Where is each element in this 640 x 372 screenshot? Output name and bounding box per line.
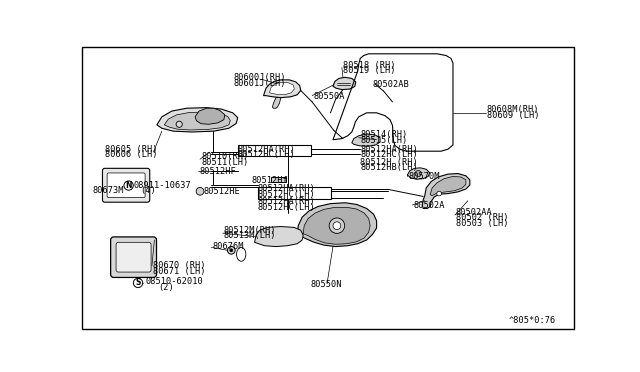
Text: 80502AA: 80502AA <box>456 208 493 217</box>
Circle shape <box>415 170 421 177</box>
Text: 80512HC(LH): 80512HC(LH) <box>237 150 296 160</box>
Text: 80550A: 80550A <box>313 92 344 101</box>
Polygon shape <box>422 173 470 208</box>
Text: 80512HC(LH): 80512HC(LH) <box>257 203 316 212</box>
Circle shape <box>124 181 133 190</box>
FancyBboxPatch shape <box>111 237 157 278</box>
Text: 80502AB: 80502AB <box>372 80 410 89</box>
Circle shape <box>133 278 143 288</box>
Polygon shape <box>303 207 370 244</box>
Circle shape <box>196 187 204 195</box>
Text: 80503 (LH): 80503 (LH) <box>456 219 508 228</box>
Text: 80510(RH): 80510(RH) <box>202 152 249 161</box>
Circle shape <box>230 249 233 252</box>
Circle shape <box>227 247 235 254</box>
Text: 80671 (LH): 80671 (LH) <box>154 267 206 276</box>
Text: 80601J(LH): 80601J(LH) <box>234 79 286 88</box>
Text: 80670 (RH): 80670 (RH) <box>154 261 206 270</box>
FancyBboxPatch shape <box>116 242 151 272</box>
Text: 80512Hf: 80512Hf <box>251 176 288 185</box>
Polygon shape <box>333 77 356 90</box>
Text: (2): (2) <box>158 283 174 292</box>
Polygon shape <box>408 168 429 179</box>
Text: (4): (4) <box>141 186 156 195</box>
Text: 80570M: 80570M <box>408 172 440 181</box>
Text: S: S <box>135 279 141 288</box>
Text: 80512HC(LH): 80512HC(LH) <box>360 150 418 160</box>
FancyBboxPatch shape <box>102 168 150 202</box>
Polygon shape <box>195 108 225 124</box>
Text: 80609 (LH): 80609 (LH) <box>486 111 540 120</box>
Polygon shape <box>255 227 303 247</box>
Text: 80511(LH): 80511(LH) <box>202 158 249 167</box>
Bar <box>257 187 331 199</box>
Text: 80600J(RH): 80600J(RH) <box>234 73 286 82</box>
Text: 80514(RH): 80514(RH) <box>360 130 408 140</box>
FancyBboxPatch shape <box>107 173 145 198</box>
Text: 80512HA(RH): 80512HA(RH) <box>237 145 296 154</box>
Text: 80608M(RH): 80608M(RH) <box>486 105 540 115</box>
Text: 80512H (RH): 80512H (RH) <box>360 158 418 167</box>
Text: 80502 (RH): 80502 (RH) <box>456 214 508 222</box>
Polygon shape <box>269 83 294 95</box>
Text: 80550N: 80550N <box>310 280 342 289</box>
Circle shape <box>176 121 182 127</box>
Text: 80518 (RH): 80518 (RH) <box>343 61 396 70</box>
Text: 80513M(LH): 80513M(LH) <box>224 231 276 240</box>
Text: 80673M: 80673M <box>92 186 124 195</box>
Text: 08911-10637: 08911-10637 <box>134 181 191 190</box>
Circle shape <box>329 218 345 233</box>
Text: 08510-62010: 08510-62010 <box>146 277 204 286</box>
Text: 80606 (LH): 80606 (LH) <box>105 150 157 160</box>
Text: 80605 (RH): 80605 (RH) <box>105 145 157 154</box>
Text: N: N <box>125 181 132 190</box>
Text: 80512M(RH): 80512M(RH) <box>224 226 276 235</box>
Text: 80512HA(RH): 80512HA(RH) <box>257 197 316 206</box>
Polygon shape <box>164 112 230 130</box>
Text: ^805*0:76: ^805*0:76 <box>509 316 556 325</box>
Text: 80512HC(LH): 80512HC(LH) <box>257 190 316 199</box>
Text: 80512HA(RH): 80512HA(RH) <box>360 145 418 154</box>
Circle shape <box>436 191 442 196</box>
Text: 80512HB(LH): 80512HB(LH) <box>360 163 418 172</box>
Polygon shape <box>264 80 301 97</box>
Polygon shape <box>297 203 376 247</box>
Polygon shape <box>157 108 237 132</box>
Polygon shape <box>273 97 281 108</box>
Text: 80676M: 80676M <box>213 242 244 251</box>
Polygon shape <box>352 134 380 146</box>
Text: 80502A: 80502A <box>413 201 445 210</box>
Circle shape <box>333 222 341 230</box>
Bar <box>271 177 286 182</box>
Text: 80512HF: 80512HF <box>199 167 236 176</box>
Text: 80519 (LH): 80519 (LH) <box>343 67 396 76</box>
Ellipse shape <box>237 247 246 261</box>
Text: 80512HE: 80512HE <box>203 187 240 196</box>
Polygon shape <box>430 176 466 196</box>
Text: 80515(LH): 80515(LH) <box>360 136 408 145</box>
Text: 80512HA(RH): 80512HA(RH) <box>257 184 316 193</box>
Bar <box>237 145 311 156</box>
